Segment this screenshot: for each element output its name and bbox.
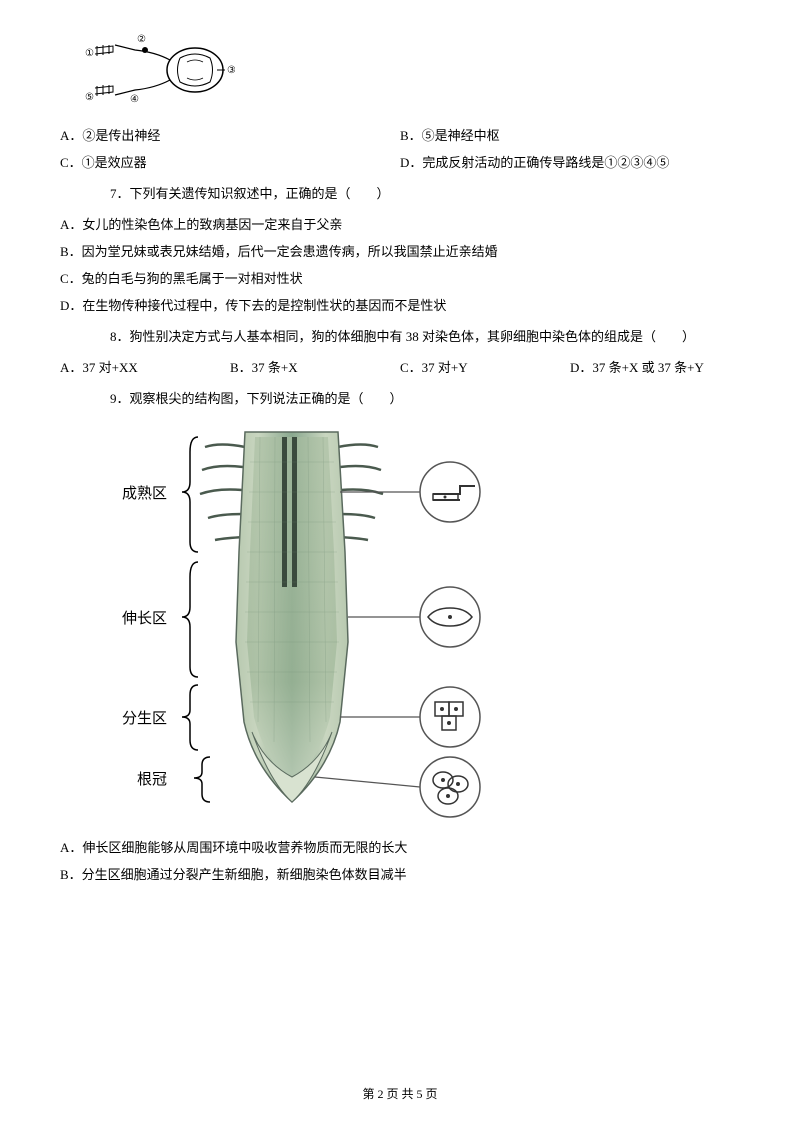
q6-options-cd: C．①是效应器 D．完成反射活动的正确传导路线是①②③④⑤ — [60, 152, 740, 171]
svg-text:①: ① — [85, 48, 94, 59]
label-elongation-zone: 伸长区 — [122, 610, 167, 627]
q9-stem: 9．观察根尖的结构图，下列说法正确的是（ ） — [60, 388, 740, 407]
label-meristem-zone: 分生区 — [122, 710, 167, 727]
label-maturation-zone: 成熟区 — [122, 485, 167, 502]
q9-option-b: B．分生区细胞通过分裂产生新细胞，新细胞染色体数目减半 — [60, 864, 740, 883]
q7-stem: 7．下列有关遗传知识叙述中，正确的是（ ） — [60, 183, 740, 202]
q9-option-a: A．伸长区细胞能够从周围环境中吸收营养物质而无限的长大 — [60, 837, 740, 856]
q8-stem: 8．狗性别决定方式与人基本相同，狗的体细胞中有 38 对染色体，其卵细胞中染色体… — [60, 326, 740, 345]
q8-option-b: B．37 条+X — [230, 357, 400, 376]
q6-option-d: D．完成反射活动的正确传导路线是①②③④⑤ — [400, 152, 740, 171]
q8-options: A．37 对+XX B．37 条+X C．37 对+Y D．37 条+X 或 3… — [60, 357, 740, 376]
q7-option-d: D．在生物传种接代过程中，传下去的是控制性状的基因而不是性状 — [60, 295, 740, 314]
reflex-arc-diagram: ③ ② ① ④ ⑤ — [85, 30, 235, 110]
page-footer: 第 2 页 共 5 页 — [0, 1085, 800, 1102]
q8-option-c: C．37 对+Y — [400, 357, 570, 376]
svg-text:④: ④ — [130, 94, 139, 105]
q7-option-a: A．女儿的性染色体上的致病基因一定来自于父亲 — [60, 214, 740, 233]
q6-option-b: B．⑤是神经中枢 — [400, 125, 740, 144]
q6-option-c: C．①是效应器 — [60, 152, 400, 171]
q8-option-d: D．37 条+X 或 37 条+Y — [570, 357, 740, 376]
q6-options-ab: A．②是传出神经 B．⑤是神经中枢 — [60, 125, 740, 144]
svg-text:②: ② — [137, 34, 146, 45]
svg-text:③: ③ — [227, 65, 235, 76]
q8-option-a: A．37 对+XX — [60, 357, 230, 376]
q6-option-a: A．②是传出神经 — [60, 125, 400, 144]
q7-option-b: B．因为堂兄妹或表兄妹结婚，后代一定会患遗传病，所以我国禁止近亲结婚 — [60, 241, 740, 260]
root-tip-diagram: 成熟区 伸长区 分生区 根冠 — [100, 422, 510, 822]
q7-option-c: C．兔的白毛与狗的黑毛属于一对相对性状 — [60, 268, 740, 287]
svg-text:⑤: ⑤ — [85, 92, 94, 103]
label-root-cap: 根冠 — [137, 771, 167, 788]
